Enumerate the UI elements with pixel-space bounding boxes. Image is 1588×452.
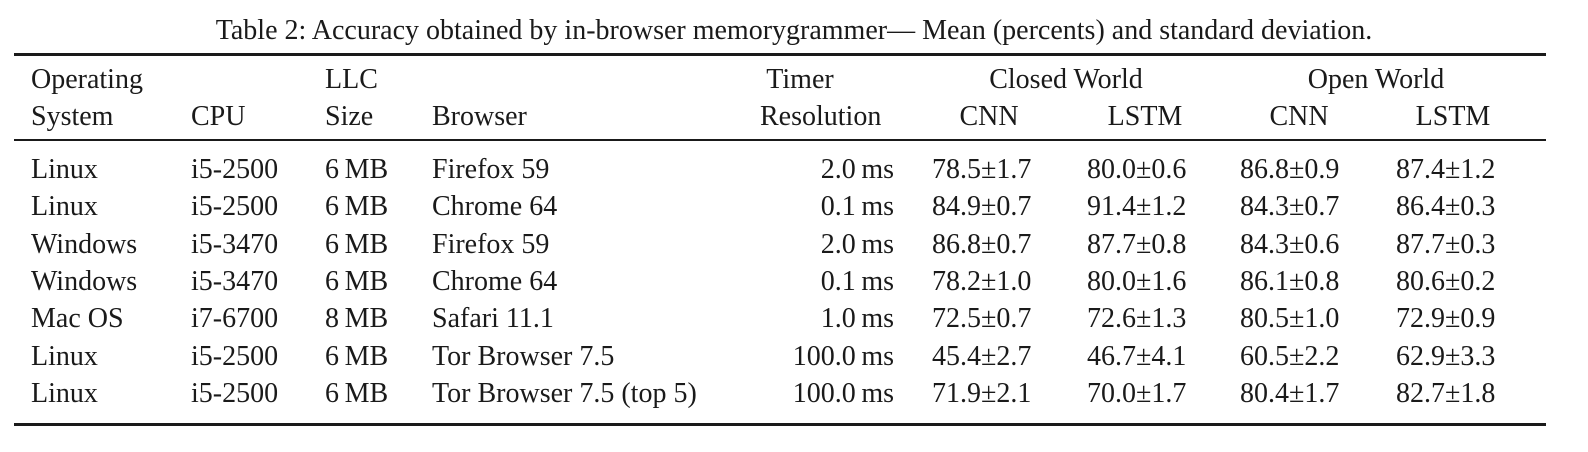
cell-llc: 6 MB	[325, 154, 389, 185]
cell-open-lstm: 87.4±1.2	[1396, 154, 1496, 185]
cell-os: Linux	[31, 378, 98, 409]
cell-closed-lstm: 87.7±0.8	[1087, 229, 1187, 260]
header-open-lstm: LSTM	[1415, 101, 1491, 132]
cell-browser: Firefox 59	[432, 229, 550, 260]
cell-closed-cnn: 86.8±0.7	[932, 229, 1032, 260]
header-timer-line1: Timer	[766, 64, 834, 95]
cell-cpu: i5-3470	[191, 229, 279, 260]
cell-timer: 0.1 ms	[820, 191, 894, 222]
header-llc-line1: LLC	[325, 64, 378, 95]
cell-closed-cnn: 84.9±0.7	[932, 191, 1032, 222]
cell-open-lstm: 87.7±0.3	[1396, 229, 1496, 260]
cell-timer: 2.0 ms	[820, 154, 894, 185]
header-open-world: Open World	[1307, 64, 1445, 95]
cell-closed-lstm: 80.0±1.6	[1087, 266, 1187, 297]
cell-closed-lstm: 80.0±0.6	[1087, 154, 1187, 185]
cell-open-lstm: 86.4±0.3	[1396, 191, 1496, 222]
cell-open-cnn: 80.4±1.7	[1240, 378, 1340, 409]
cell-cpu: i7-6700	[191, 303, 279, 334]
cell-open-lstm: 82.7±1.8	[1396, 378, 1496, 409]
cell-os: Linux	[31, 341, 98, 372]
cell-open-cnn: 60.5±2.2	[1240, 341, 1340, 372]
cell-closed-lstm: 91.4±1.2	[1087, 191, 1187, 222]
cell-open-cnn: 84.3±0.7	[1240, 191, 1340, 222]
cell-open-lstm: 62.9±3.3	[1396, 341, 1496, 372]
cell-timer: 100.0 ms	[792, 378, 894, 409]
cell-closed-cnn: 71.9±2.1	[932, 378, 1032, 409]
cell-cpu: i5-2500	[191, 191, 279, 222]
cell-open-cnn: 86.8±0.9	[1240, 154, 1340, 185]
cell-os: Windows	[31, 266, 138, 297]
cell-timer: 100.0 ms	[792, 341, 894, 372]
cell-browser: Chrome 64	[432, 191, 558, 222]
header-llc-line2: Size	[325, 101, 374, 132]
cell-os: Linux	[31, 154, 98, 185]
cell-open-cnn: 86.1±0.8	[1240, 266, 1340, 297]
cell-open-cnn: 84.3±0.6	[1240, 229, 1340, 260]
cell-closed-cnn: 72.5±0.7	[932, 303, 1032, 334]
cell-llc: 6 MB	[325, 378, 389, 409]
header-timer-line2: Resolution	[760, 101, 882, 132]
cell-llc: 6 MB	[325, 191, 389, 222]
cell-closed-lstm: 72.6±1.3	[1087, 303, 1187, 334]
cell-cpu: i5-2500	[191, 378, 279, 409]
cell-llc: 8 MB	[325, 303, 389, 334]
cell-os: Mac OS	[31, 303, 124, 334]
bottom-rule	[14, 423, 1546, 426]
cell-closed-lstm: 46.7±4.1	[1087, 341, 1187, 372]
cell-timer: 1.0 ms	[820, 303, 894, 334]
cell-browser: Firefox 59	[432, 154, 550, 185]
header-rule	[14, 139, 1546, 141]
header-os-line1: Operating	[31, 64, 143, 95]
cell-cpu: i5-2500	[191, 341, 279, 372]
header-open-cnn: CNN	[1269, 101, 1329, 132]
cell-closed-cnn: 45.4±2.7	[932, 341, 1032, 372]
table-caption: Table 2: Accuracy obtained by in-browser…	[215, 15, 1373, 46]
cell-llc: 6 MB	[325, 341, 389, 372]
cell-closed-cnn: 78.2±1.0	[932, 266, 1032, 297]
cell-os: Windows	[31, 229, 138, 260]
cell-cpu: i5-3470	[191, 266, 279, 297]
cell-timer: 0.1 ms	[820, 266, 894, 297]
header-cpu: CPU	[191, 101, 246, 132]
cell-browser: Chrome 64	[432, 266, 558, 297]
cell-browser: Safari 11.1	[432, 303, 554, 334]
cell-timer: 2.0 ms	[820, 229, 894, 260]
cell-llc: 6 MB	[325, 229, 389, 260]
cell-llc: 6 MB	[325, 266, 389, 297]
cell-open-lstm: 80.6±0.2	[1396, 266, 1496, 297]
cell-open-cnn: 80.5±1.0	[1240, 303, 1340, 334]
header-os-line2: System	[31, 101, 114, 132]
cell-open-lstm: 72.9±0.9	[1396, 303, 1496, 334]
cell-browser: Tor Browser 7.5	[432, 341, 615, 372]
cell-closed-lstm: 70.0±1.7	[1087, 378, 1187, 409]
header-browser: Browser	[432, 101, 527, 132]
cell-os: Linux	[31, 191, 98, 222]
cell-cpu: i5-2500	[191, 154, 279, 185]
cell-closed-cnn: 78.5±1.7	[932, 154, 1032, 185]
top-rule	[14, 53, 1546, 56]
cell-browser: Tor Browser 7.5 (top 5)	[432, 378, 697, 409]
header-closed-world: Closed World	[989, 64, 1143, 95]
header-closed-lstm: LSTM	[1107, 101, 1183, 132]
header-closed-cnn: CNN	[959, 101, 1019, 132]
